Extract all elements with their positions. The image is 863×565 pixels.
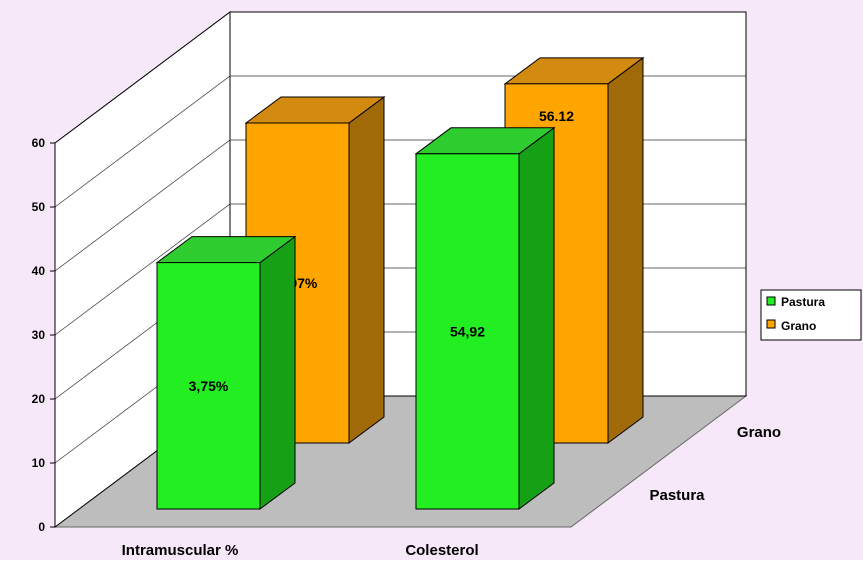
y-tick-label: 30 [32, 328, 46, 342]
y-tick-label: 20 [32, 392, 46, 406]
bar-front-pastura-0 [156, 262, 261, 510]
legend-label-pastura: Pastura [781, 295, 825, 309]
bar-pastura-0: 3,75% [155, 235, 297, 510]
legend-swatch-pastura [766, 296, 776, 306]
bar-side-pastura-0 [259, 235, 296, 510]
depth-label-grano: Grano [737, 424, 781, 441]
category-label-colesterol: Colesterol [405, 542, 478, 559]
bar-side-grano-1 [607, 56, 644, 444]
y-tick-label: 40 [32, 264, 46, 278]
bar-side-pastura-1 [518, 126, 555, 510]
bar-data-label-pastura-0: 3,75% [189, 378, 229, 394]
bar-side-grano-0 [348, 96, 385, 444]
y-tick-label: 0 [38, 520, 45, 534]
bar-pastura-1: 54,92 [414, 126, 556, 510]
bar-data-label-pastura-1: 54,92 [450, 323, 485, 339]
gridline [54, 11, 746, 144]
y-axis-ticks: 0 10 20 30 40 50 60 [32, 136, 55, 534]
bar-front-pastura-1 [415, 153, 520, 510]
y-tick-label: 10 [32, 456, 46, 470]
depth-label-pastura: Pastura [649, 487, 705, 504]
category-label-intramuscular: Intramuscular % [122, 542, 239, 559]
legend-label-grano: Grano [781, 319, 816, 333]
y-tick-label: 50 [32, 200, 46, 214]
legend-swatch-grano [766, 319, 776, 329]
legend-box [760, 289, 862, 341]
legend: Pastura Grano [760, 289, 862, 341]
bars-group: 4,97%56.123,75%54,92 [155, 56, 645, 510]
bar-data-label-grano-1: 56.12 [539, 108, 574, 124]
y-tick-label: 60 [32, 136, 46, 150]
